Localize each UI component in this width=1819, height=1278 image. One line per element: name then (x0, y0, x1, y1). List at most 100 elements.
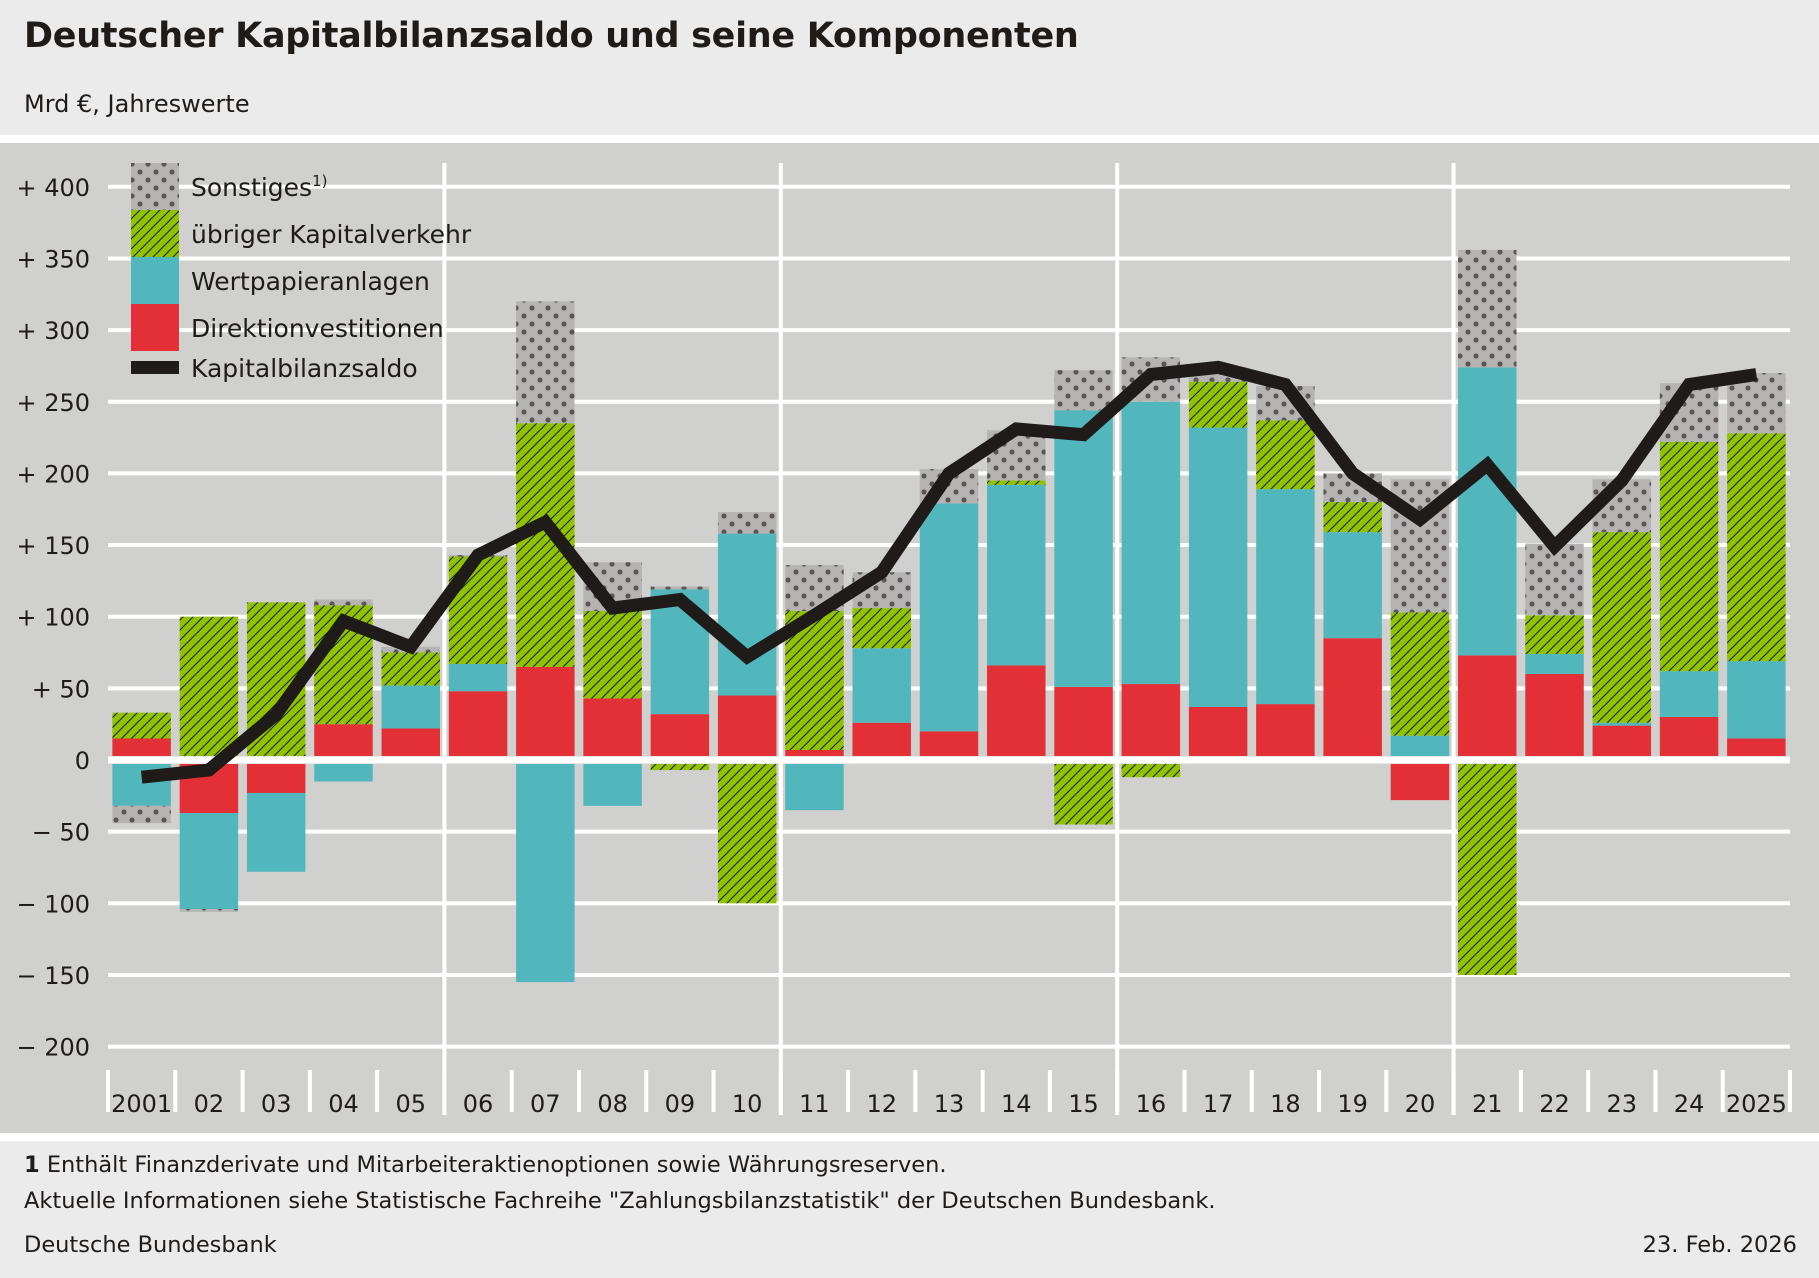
bar-sonstiges-10 (717, 512, 777, 534)
x-tick-label: 22 (1539, 1090, 1570, 1118)
bar-wertpapieranlagen-23 (1592, 722, 1652, 726)
bar-wertpapieranlagen-11 (785, 764, 844, 811)
bar-wertpapieranlagen-14 (987, 484, 1046, 666)
footer-divider (0, 1133, 1819, 1141)
bar-direktionvestitionen-06 (448, 691, 508, 756)
bar-direktionvestitionen-20 (1390, 764, 1450, 801)
publication-date: 23. Feb. 2026 (1642, 1232, 1797, 1258)
x-tick-label: 03 (261, 1090, 292, 1118)
bar--briger-kapitalverkehr-05 (381, 652, 440, 686)
bar-sonstiges-21 (1458, 249, 1517, 368)
legend-label: Kapitalbilanzsaldo (191, 354, 418, 383)
y-tick-label: + 300 (16, 317, 90, 345)
footnote-1: 1 Enthält Finanzderivate und Mitarbeiter… (24, 1152, 947, 1178)
bar-direktionvestitionen-11 (785, 749, 844, 756)
y-tick-label: + 350 (16, 245, 90, 273)
bar-wertpapieranlagen-21 (1458, 367, 1517, 656)
x-tick-label: 08 (597, 1090, 628, 1118)
x-tick-label: 13 (934, 1090, 965, 1118)
bar-direktionvestitionen-07 (516, 666, 575, 756)
bar--briger-kapitalverkehr-08 (583, 610, 642, 699)
bar-sonstiges-15 (1054, 370, 1113, 411)
legend: Sonstiges1) übriger Kapitalverkehr Wertpap… (131, 163, 472, 383)
y-tick-label: + 100 (16, 604, 90, 632)
bar-direktionvestitionen-16 (1121, 684, 1181, 756)
bar-direktionvestitionen-22 (1525, 674, 1584, 756)
x-tick-label: 2025 (1726, 1090, 1787, 1118)
bar-wertpapieranlagen-18 (1256, 489, 1315, 705)
bar-sonstiges-2001 (112, 805, 171, 824)
legend-swatch-wertpapieranlagen (131, 257, 179, 304)
x-tick-label: 19 (1337, 1090, 1368, 1118)
x-axis: 2001 02 03 04 05 06 07 08 09 10 11 12 13 14 15 16 17 18 19… (106, 1070, 1792, 1118)
page-subtitle: Mrd €, Jahreswerte (24, 90, 250, 118)
bar-wertpapieranlagen-06 (448, 663, 508, 692)
legend-label: übriger Kapitalverkehr (191, 220, 472, 249)
bar-wertpapieranlagen-2025 (1727, 661, 1786, 739)
y-tick-label: − 50 (32, 819, 90, 847)
bar-direktionvestitionen-03 (246, 764, 306, 793)
bar-sonstiges-04 (314, 599, 373, 606)
bar--briger-kapitalverkehr-12 (852, 608, 911, 649)
bar-direktionvestitionen-14 (987, 665, 1046, 756)
bar--briger-kapitalverkehr-14 (987, 480, 1046, 485)
bar-direktionvestitionen-18 (1256, 704, 1315, 756)
y-tick-label: + 150 (16, 532, 90, 560)
bar-sonstiges-07 (516, 301, 575, 424)
bar--briger-kapitalverkehr-24 (1659, 441, 1719, 672)
bar-wertpapieranlagen-12 (852, 648, 911, 723)
y-tick-label: 0 (75, 747, 90, 775)
x-tick-label: 16 (1136, 1090, 1167, 1118)
legend-swatch-sonstiges (131, 163, 179, 210)
bar--briger-kapitalverkehr-19 (1323, 502, 1382, 533)
x-tick-label: 10 (732, 1090, 763, 1118)
bar-wertpapieranlagen-20 (1390, 735, 1450, 756)
x-tick-label: 02 (194, 1090, 225, 1118)
bar-direktionvestitionen-23 (1592, 725, 1652, 756)
bar-direktionvestitionen-12 (852, 722, 911, 756)
bar-sonstiges-09 (650, 586, 710, 590)
x-tick-label: 21 (1472, 1090, 1503, 1118)
x-tick-label: 11 (799, 1090, 830, 1118)
x-tick-label: 24 (1674, 1090, 1705, 1118)
bars (112, 249, 1786, 983)
bar--briger-kapitalverkehr-21 (1458, 764, 1517, 975)
bar-direktionvestitionen-19 (1323, 638, 1382, 756)
legend-label: Direktionvestitionen (191, 314, 444, 343)
bar--briger-kapitalverkehr-16 (1121, 764, 1181, 778)
bar-wertpapieranlagen-19 (1323, 532, 1382, 639)
y-tick-label: + 250 (16, 389, 90, 417)
legend-swatch--briger-kapitalverkehr (131, 210, 179, 257)
bar-direktionvestitionen-13 (919, 731, 979, 756)
bar--briger-kapitalverkehr-23 (1592, 532, 1652, 723)
bar-wertpapieranlagen-02 (179, 813, 239, 910)
x-tick-label: 04 (328, 1090, 359, 1118)
x-tick-label: 18 (1270, 1090, 1301, 1118)
bar-direktionvestitionen-15 (1054, 686, 1113, 756)
page-title: Deutscher Kapitalbilanzsaldo und seine K… (24, 16, 1079, 56)
bar-wertpapieranlagen-22 (1525, 653, 1584, 675)
x-tick-label: 07 (530, 1090, 561, 1118)
y-tick-label: − 200 (16, 1034, 90, 1062)
y-tick-label: + 200 (16, 460, 90, 488)
y-tick-label: + 400 (16, 174, 90, 202)
bar-direktionvestitionen-05 (381, 728, 440, 756)
bar-direktionvestitionen-21 (1458, 655, 1517, 756)
x-tick-label: 2001 (111, 1090, 172, 1118)
footnote-text: Enthält Finanzderivate und Mitarbeiterak… (46, 1152, 947, 1178)
bar-sonstiges-02 (179, 909, 239, 912)
bar-wertpapieranlagen-07 (516, 764, 575, 983)
x-tick-label: 17 (1203, 1090, 1234, 1118)
x-tick-label: 06 (463, 1090, 494, 1118)
bar-wertpapieranlagen-10 (717, 533, 777, 696)
bar-wertpapieranlagen-13 (919, 503, 979, 732)
bar-direktionvestitionen-2001 (112, 738, 171, 756)
bar-direktionvestitionen-10 (717, 695, 777, 756)
bar--briger-kapitalverkehr-18 (1256, 420, 1315, 490)
bar-direktionvestitionen-08 (583, 698, 642, 756)
y-tick-label: − 150 (16, 962, 90, 990)
line-series (140, 360, 1758, 784)
legend-label: Sonstiges1) (191, 172, 327, 202)
source-label: Deutsche Bundesbank (24, 1232, 277, 1258)
